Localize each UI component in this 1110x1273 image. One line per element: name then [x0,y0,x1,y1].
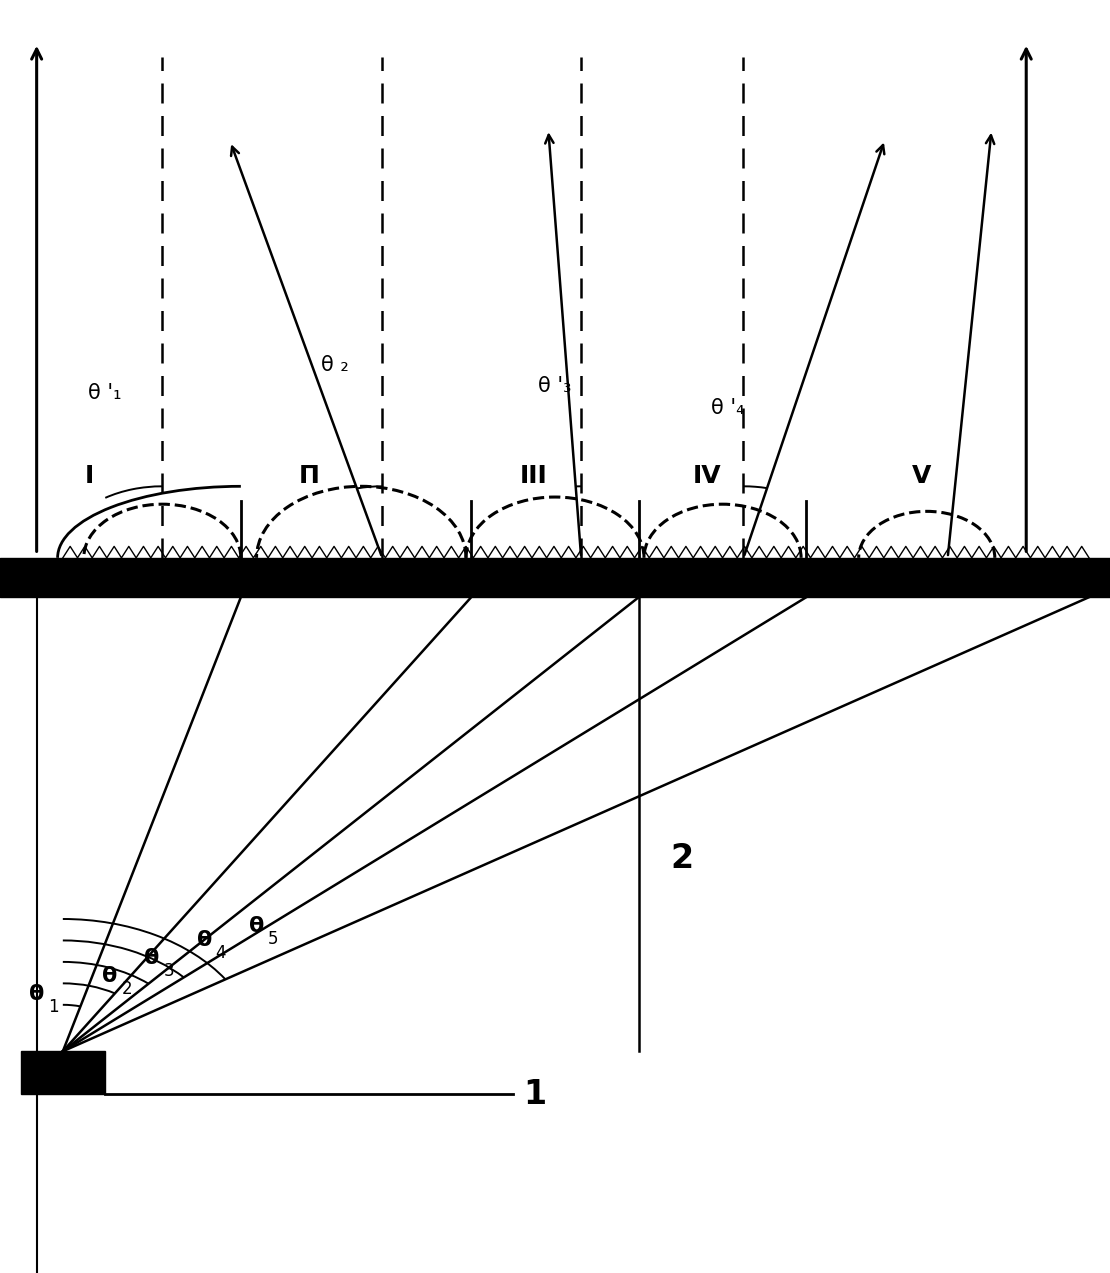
Text: III: III [521,463,548,488]
Text: θ '₁: θ '₁ [88,383,121,404]
Text: I: I [84,463,93,488]
Text: 1: 1 [524,1078,547,1111]
Text: θ '₄: θ '₄ [712,397,745,418]
Text: 5: 5 [268,931,279,948]
Text: IV: IV [693,463,722,488]
Text: 4: 4 [215,945,226,962]
Text: θ: θ [144,948,160,969]
Text: θ: θ [196,931,212,951]
Text: θ: θ [249,917,264,936]
Text: θ '₃: θ '₃ [538,377,572,396]
Text: 2: 2 [670,841,694,875]
Text: 1: 1 [48,998,59,1016]
Text: V: V [911,463,931,488]
Text: θ: θ [29,984,44,1004]
Text: Π: Π [299,463,320,488]
Text: θ: θ [102,966,118,987]
Text: θ ₂: θ ₂ [321,355,349,374]
Polygon shape [21,1051,104,1095]
Text: 2: 2 [121,980,132,998]
Text: 3: 3 [163,962,174,980]
